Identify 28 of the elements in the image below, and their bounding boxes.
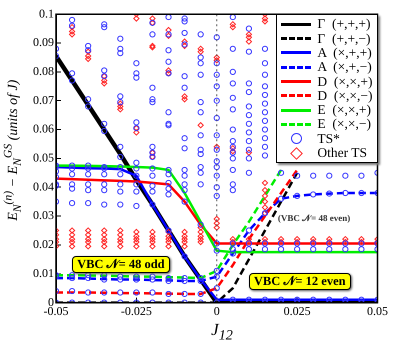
legend-label: TS* bbox=[317, 130, 340, 147]
y-tick-label: 0.09 bbox=[33, 35, 54, 50]
legend-label: D (×,×,+) bbox=[317, 74, 372, 90]
legend-label: A (×,+,−) bbox=[317, 59, 372, 76]
legend-label: A (×,+,+) bbox=[317, 44, 372, 61]
legend-label: E (×,×,−) bbox=[317, 116, 371, 132]
y-tick-label: 0.01 bbox=[33, 266, 54, 280]
legend-label: Γ (+,+,−) bbox=[317, 30, 371, 47]
x-tick-label: 0.025 bbox=[284, 304, 311, 318]
legend-label: E (×,×,+) bbox=[317, 102, 371, 118]
legend-label: Other TS bbox=[317, 145, 368, 162]
annotation: VBC 𝒩= 48 odd bbox=[72, 256, 170, 274]
annotation: (VBC 𝒩= 48 even) bbox=[278, 212, 350, 224]
y-tick-label: 0.06 bbox=[33, 122, 54, 136]
y-tick-label: 0.05 bbox=[33, 150, 54, 165]
legend-label: D (×,×,−) bbox=[317, 88, 372, 104]
legend-label: Γ (+,+,+) bbox=[317, 16, 371, 32]
y-tick-label: 0.02 bbox=[33, 237, 54, 252]
y-tick-label: 0.08 bbox=[33, 64, 54, 78]
x-tick-label: 0.05 bbox=[367, 304, 388, 318]
x-axis-title: J$_{12}$ bbox=[210, 320, 234, 344]
annotation: VBC 𝒩= 12 even bbox=[248, 273, 351, 290]
y-tick-label: 0.03 bbox=[33, 208, 54, 222]
y-tick-label: 0.04 bbox=[33, 179, 54, 194]
x-tick-label: 0 bbox=[214, 304, 220, 318]
x-tick-label: -0.025 bbox=[120, 304, 152, 318]
y-tick-label: 0.07 bbox=[33, 92, 54, 107]
y-tick-label: 0.1 bbox=[39, 6, 54, 20]
